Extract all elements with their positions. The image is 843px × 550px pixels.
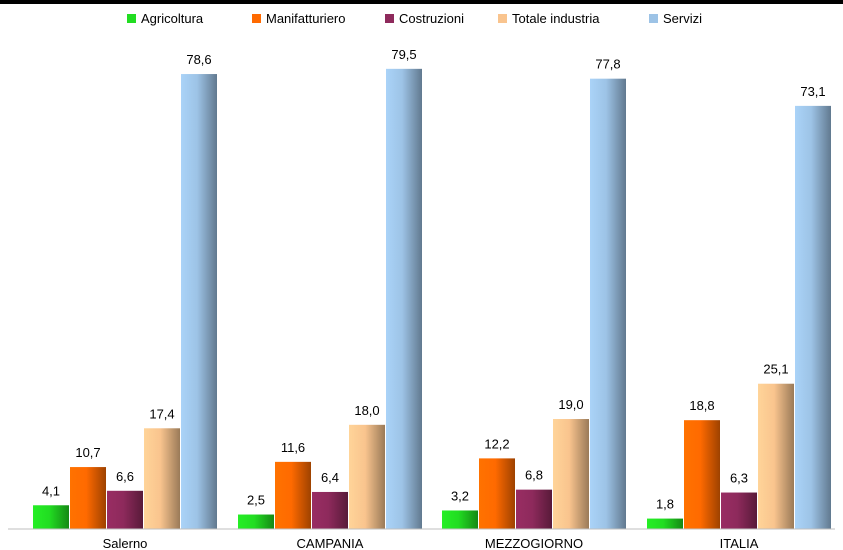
value-label: 4,1 bbox=[42, 483, 60, 498]
value-label: 6,4 bbox=[321, 470, 339, 485]
value-label: 73,1 bbox=[800, 84, 825, 99]
value-label: 11,6 bbox=[281, 440, 305, 455]
legend-swatch bbox=[252, 14, 261, 23]
bar-agricoltura-campania bbox=[238, 514, 274, 529]
value-label: 79,5 bbox=[391, 47, 416, 62]
bar-manifatturiero-salerno bbox=[70, 467, 106, 529]
bar-costruzioni-salerno bbox=[107, 490, 143, 529]
legend-swatch bbox=[649, 14, 658, 23]
bar-agricoltura-salerno bbox=[33, 505, 69, 529]
bar-agricoltura-italia bbox=[647, 518, 683, 529]
bar-manifatturiero-italia bbox=[684, 420, 720, 529]
category-labels: Salerno CAMPANIA MEZZOGIORNO ITALIA bbox=[103, 536, 759, 550]
bar-costruzioni-mezzogiorno bbox=[516, 489, 552, 529]
bar-agricoltura-mezzogiorno bbox=[442, 510, 478, 529]
bar-servizi-campania bbox=[386, 68, 422, 529]
legend-label: Agricoltura bbox=[141, 11, 204, 26]
bar-costruzioni-campania bbox=[312, 491, 348, 529]
bar-manifatturiero-mezzogiorno bbox=[479, 458, 515, 529]
chart-legend: Agricoltura Manifatturiero Costruzioni Tota… bbox=[127, 11, 702, 26]
legend-label: Costruzioni bbox=[399, 11, 464, 26]
bar-servizi-mezzogiorno bbox=[590, 78, 626, 529]
chart-bars: 4,1 10,7 6,6 17,4 78,6 2,5 11,6 6,4 18,0 79,5 3,2 1… bbox=[33, 47, 831, 529]
bar-totale-industria-mezzogiorno bbox=[553, 419, 589, 529]
value-label: 6,3 bbox=[730, 471, 748, 486]
value-label: 25,1 bbox=[763, 362, 788, 377]
category-label: MEZZOGIORNO bbox=[485, 536, 583, 550]
legend-label: Totale industria bbox=[512, 11, 600, 26]
value-label: 18,8 bbox=[689, 398, 714, 413]
value-label: 1,8 bbox=[656, 497, 674, 512]
value-label: 6,8 bbox=[525, 468, 543, 483]
value-label: 17,4 bbox=[149, 406, 174, 421]
value-label: 12,2 bbox=[484, 436, 509, 451]
legend-label: Manifatturiero bbox=[266, 11, 345, 26]
category-label: CAMPANIA bbox=[297, 536, 364, 550]
bar-manifatturiero-campania bbox=[275, 461, 311, 529]
legend-swatch bbox=[498, 14, 507, 23]
bar-servizi-italia bbox=[795, 105, 831, 529]
value-label: 19,0 bbox=[558, 397, 583, 412]
bar-totale-industria-salerno bbox=[144, 428, 180, 529]
value-label: 18,0 bbox=[354, 403, 379, 418]
bar-servizi-salerno bbox=[181, 74, 217, 529]
legend-label: Servizi bbox=[663, 11, 702, 26]
category-label: Salerno bbox=[103, 536, 148, 550]
bar-totale-industria-italia bbox=[758, 383, 794, 529]
bar-costruzioni-italia bbox=[721, 492, 757, 529]
legend-swatch bbox=[385, 14, 394, 23]
value-label: 78,6 bbox=[186, 52, 211, 67]
value-label: 3,2 bbox=[451, 488, 469, 503]
legend-swatch bbox=[127, 14, 136, 23]
value-label: 2,5 bbox=[247, 493, 265, 508]
bar-totale-industria-campania bbox=[349, 424, 385, 529]
value-label: 10,7 bbox=[75, 445, 100, 460]
value-label: 77,8 bbox=[595, 57, 620, 72]
top-border bbox=[0, 0, 843, 4]
value-label: 6,6 bbox=[116, 469, 134, 484]
category-label: ITALIA bbox=[720, 536, 759, 550]
